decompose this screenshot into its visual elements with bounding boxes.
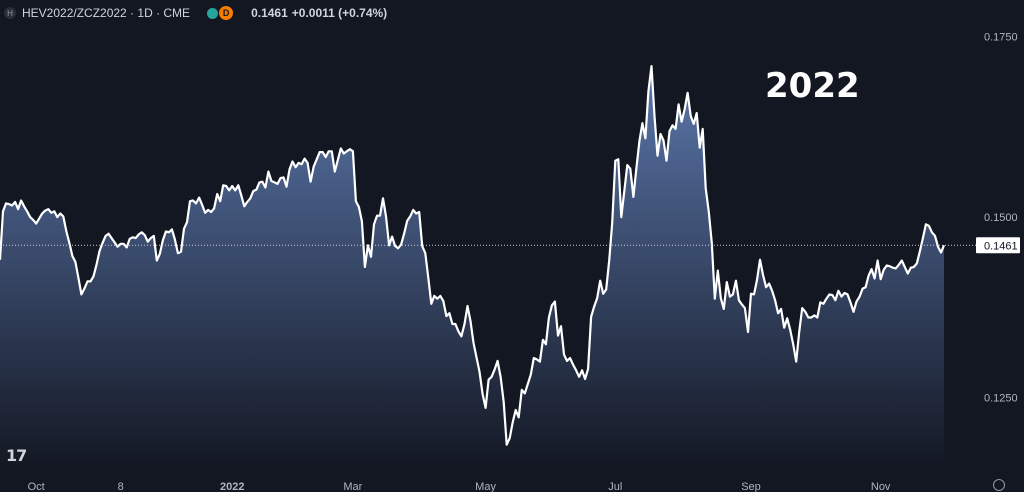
symbol-title[interactable]: HEV2022/ZCZ2022 · 1D · CME (22, 6, 191, 20)
chart-legend: H HEV2022/ZCZ2022 · 1D · CME D 0.1461 +0… (4, 5, 387, 21)
x-tick-label: Jul (608, 481, 622, 492)
price-change: +0.0011 (+0.74%) (291, 6, 388, 20)
last-price: 0.1461 (251, 6, 288, 20)
delayed-data-badge[interactable]: D (219, 6, 234, 20)
price-readout: 0.1461 +0.0011 (+0.74%) (251, 6, 387, 20)
x-tick-label: Nov (871, 481, 891, 492)
y-tick-label: 0.1500 (984, 212, 1018, 224)
market-status-icon[interactable] (206, 6, 220, 20)
x-tick-label: Oct (28, 481, 45, 492)
x-tick-label: 8 (118, 481, 124, 492)
x-tick-label: 2022 (220, 481, 244, 492)
settings-icon[interactable] (993, 479, 1005, 491)
last-value-label: 0.1461 (984, 240, 1018, 252)
year-annotation: 2022 (765, 66, 860, 106)
y-tick-label: 0.1750 (984, 31, 1018, 43)
y-tick-label: 0.1250 (984, 393, 1018, 405)
x-tick-label: May (475, 481, 496, 492)
plot-area (0, 65, 976, 470)
last-value-badge (976, 237, 1020, 254)
price-area-fill (0, 66, 944, 470)
x-tick-label: Mar (343, 481, 362, 492)
symbol-logo-icon: H (4, 7, 16, 19)
x-tick-label: Sep (741, 481, 761, 492)
price-line-series (0, 65, 946, 446)
tradingview-logo-icon[interactable]: 17 (6, 446, 27, 465)
axes: 0.1750 0.1500 0.1250 0.1461 Oct 8 2022 Mar May Ju… (28, 31, 1020, 492)
